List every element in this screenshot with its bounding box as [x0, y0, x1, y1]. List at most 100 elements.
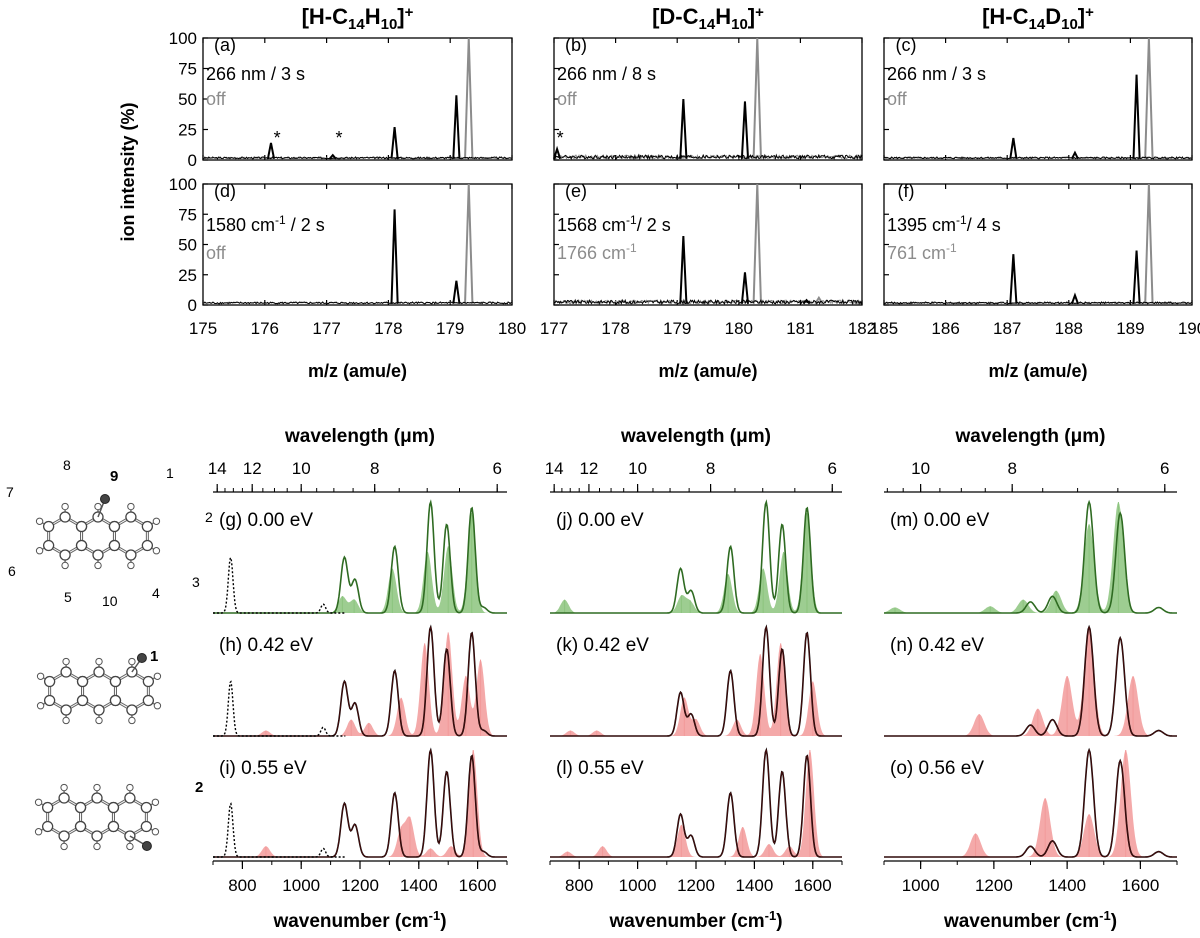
- y-tick-label: 50: [178, 236, 197, 255]
- carbon-atom: [41, 801, 54, 814]
- ms-panel: * (b) 266 nm / 8 s off: [553, 35, 863, 161]
- ion-peak: [1070, 150, 1079, 160]
- ms-ylabel: ion intensity (%): [118, 102, 138, 241]
- wl-tick-label: 6: [1160, 459, 1169, 478]
- wl-tick-label: 10: [292, 459, 311, 478]
- condition-label: 266 nm / 8 s: [557, 64, 656, 84]
- x-tick-label: 186: [931, 319, 959, 338]
- calculated-spectrum: [213, 750, 507, 857]
- added-hydrogen-atom: [141, 841, 152, 851]
- panel-label: (a): [214, 35, 236, 55]
- reference-peak: [752, 183, 762, 304]
- y-tick-label: 25: [178, 121, 197, 140]
- x-tick-label: 178: [601, 319, 629, 338]
- wl-tick-label: 12: [243, 459, 262, 478]
- x-tick-label: 178: [374, 319, 402, 338]
- ms-column-title: [H-C14H10]+: [302, 4, 414, 33]
- y-tick-label: 100: [169, 175, 197, 194]
- wn-tick-label: 800: [565, 876, 593, 895]
- ms-panel: (f) 1395 cm-1/ 4 s 761 cm-1: [883, 181, 1193, 306]
- wn-tick-label: 1200: [677, 876, 715, 895]
- hydrogen-atom: [93, 842, 101, 851]
- ion-peak: [802, 298, 811, 305]
- hydrogen-atom: [95, 716, 103, 725]
- carbon-atom: [93, 666, 105, 678]
- isomer-label: 2: [195, 779, 203, 796]
- hydrogen-atom: [94, 561, 102, 570]
- y-tick-label: 0: [188, 296, 197, 315]
- x-tick-label: 189: [1116, 319, 1144, 338]
- wn-tick-label: 1200: [975, 876, 1013, 895]
- condition-label: 1580 cm-1 / 2 s: [206, 213, 325, 235]
- asterisk: *: [557, 128, 564, 148]
- x-tick-label: 180: [498, 319, 526, 338]
- y-tick-label: 25: [178, 266, 197, 285]
- ion-peak: [1070, 292, 1079, 305]
- ir-panel: (o) 0.56 eV: [884, 747, 1177, 858]
- reference-peak: [1144, 37, 1154, 159]
- wn-tick-label: 1400: [735, 876, 773, 895]
- ms-panel: 0 25 50 75 100 (d) 1580 cm-1 / 2 s off: [169, 175, 513, 315]
- experimental-dotted-spectrum: [213, 802, 346, 858]
- carbon-atom: [125, 511, 137, 523]
- carbon-atom: [75, 520, 88, 533]
- hydrogen-atom: [128, 716, 136, 725]
- x-tick-label: 176: [251, 319, 279, 338]
- y-tick-label: 50: [178, 90, 197, 109]
- ms-column-title: [D-C14H10]+: [652, 4, 764, 33]
- reference-peak: [464, 183, 474, 304]
- added-hydrogen-atom: [136, 653, 147, 663]
- atom-number: 5: [64, 589, 72, 605]
- ion-peak: [1132, 250, 1141, 304]
- hydrogen-atom: [60, 783, 68, 792]
- ir-panel: (m) 0.00 eV: [884, 499, 1177, 614]
- carbon-atom: [91, 792, 103, 804]
- hydrogen-atom: [35, 517, 44, 525]
- ir-panel: (n) 0.42 eV: [884, 624, 1177, 737]
- carbon-atom: [124, 792, 136, 804]
- hydrogen-atom: [95, 657, 103, 666]
- carbon-atom: [75, 539, 88, 552]
- isomer-label: 1: [150, 648, 158, 665]
- ion-peak: [679, 235, 688, 304]
- carbon-atom: [74, 820, 87, 833]
- ion-peak: [679, 98, 688, 159]
- x-tick-label: 188: [1055, 319, 1083, 338]
- x-tick-label: 182: [848, 319, 876, 338]
- x-tick-label: 181: [786, 319, 814, 338]
- experimental-spectrum: [550, 499, 842, 614]
- ir-spectra: wavelength (μm) 14 12 10 8 6 (g) 0.00 eV (h) 0.…: [208, 426, 1178, 932]
- ion-peak: [740, 272, 750, 304]
- carbon-atom: [60, 666, 72, 678]
- y-tick-label: 75: [178, 205, 197, 224]
- atom-number: 2: [205, 509, 213, 525]
- ir-column: wavelength (μm) 14 12 10 8 6 (g) 0.00 eV (h) 0.…: [208, 426, 508, 932]
- carbon-atom: [140, 801, 153, 814]
- atom-number: 8: [63, 457, 71, 473]
- reference-label: off: [206, 243, 227, 263]
- wn-tick-label: 1600: [1121, 876, 1159, 895]
- ir-column: wavelength (μm) 10 8 6 (m) 0.00 eV (n) 0.42 e…: [883, 426, 1178, 932]
- hydrogen-atom: [127, 561, 135, 570]
- ms-panel: (c) 266 nm / 3 s off: [883, 35, 1193, 161]
- wl-tick-label: 8: [706, 459, 715, 478]
- baseline: [202, 156, 513, 160]
- condition-label: 1395 cm-1/ 4 s: [887, 213, 1001, 235]
- hydrogen-atom: [94, 502, 102, 511]
- ms-xlabel: m/z (amu/e): [988, 361, 1087, 381]
- carbon-atom: [42, 539, 55, 552]
- atom-number: 7: [6, 484, 14, 500]
- condition-label: 1568 cm-1/ 2 s: [557, 213, 671, 235]
- ir-panel-label: (i) 0.55 eV: [219, 758, 307, 779]
- ir-panel: (j) 0.00 eV: [550, 499, 842, 614]
- reference-peak: [1144, 183, 1154, 304]
- wl-tick-label: 10: [628, 459, 647, 478]
- carbon-atom: [107, 801, 120, 814]
- ion-peak: [452, 280, 461, 304]
- carbon-atom: [59, 511, 71, 523]
- wl-tick-label: 6: [828, 459, 837, 478]
- ir-panel: (l) 0.55 eV: [550, 747, 842, 858]
- ion-peak: [328, 153, 337, 160]
- x-tick-label: 177: [540, 319, 568, 338]
- carbon-atom: [92, 549, 104, 561]
